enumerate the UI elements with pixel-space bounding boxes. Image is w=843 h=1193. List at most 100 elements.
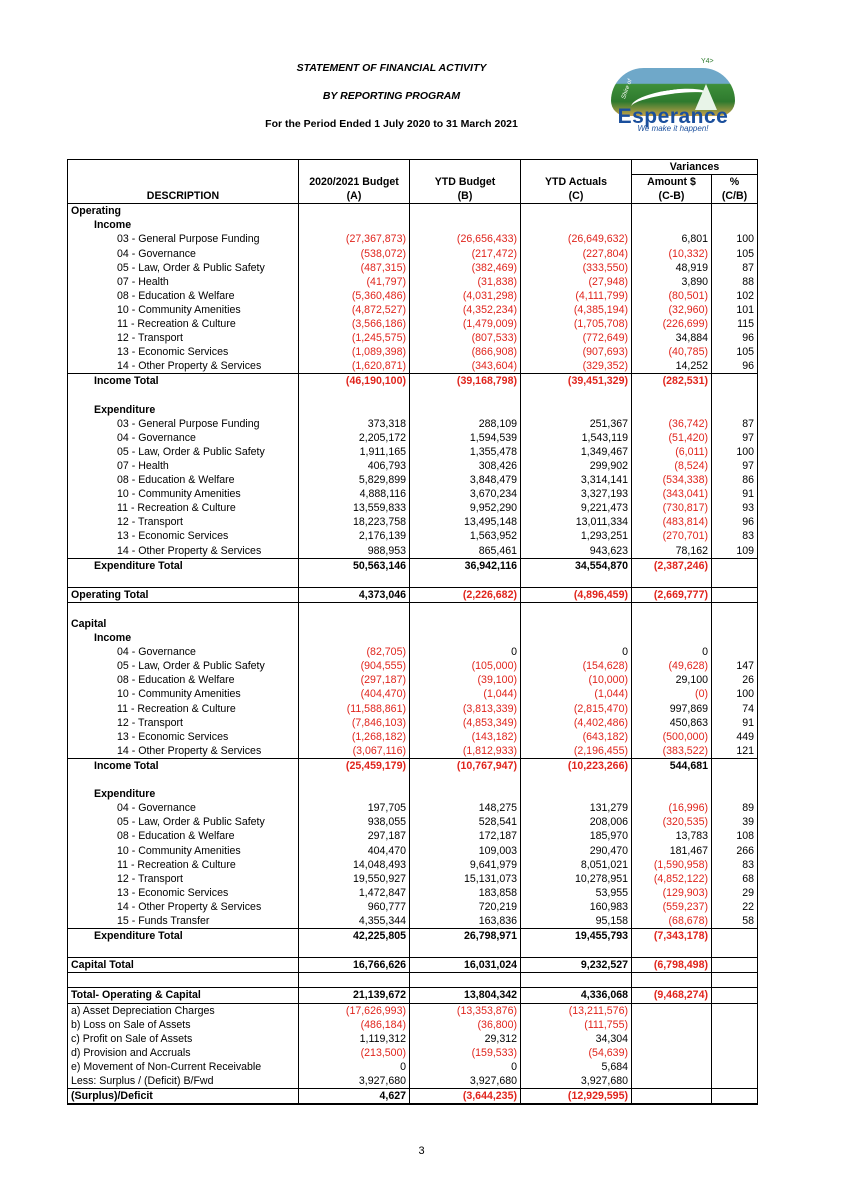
row-label: 14 - Other Property & Services: [67, 743, 299, 759]
table-row: Less: Surplus / (Deficit) B/Fwd 3,927,680…: [67, 1074, 758, 1089]
variance-pct-cell: 121: [711, 743, 758, 759]
budget-cell: 4,373,046: [298, 586, 410, 603]
ytd-budget-cell: 172,187: [409, 829, 521, 844]
ytd-actuals-cell: 160,983: [520, 899, 632, 914]
ytd-budget-cell: (10,767,947): [409, 757, 521, 774]
ytd-actuals-cell: 943,623: [520, 543, 632, 559]
col-pct-ref: (C/B): [711, 189, 758, 205]
variance-amount-cell: 544,681: [631, 757, 712, 774]
table-row: Expenditure: [67, 402, 758, 417]
table-row: 11 - Recreation & Culture (11,588,861) (3,…: [67, 701, 758, 716]
variance-amount-cell: (4,852,122): [631, 871, 712, 886]
variance-pct-cell: [711, 972, 758, 988]
variance-pct-cell: 68: [711, 871, 758, 886]
table-row: Income: [67, 631, 758, 646]
budget-cell: 4,888,116: [298, 487, 410, 502]
row-label: 03 - General Purpose Funding: [67, 416, 299, 431]
ytd-budget-cell: 1,355,478: [409, 444, 521, 459]
table-row: 12 - Transport (7,846,103) (4,853,349) (4,4…: [67, 715, 758, 730]
row-label: Capital: [67, 617, 299, 632]
page-number: 3: [418, 1145, 425, 1157]
ytd-actuals-cell: 251,367: [520, 416, 632, 431]
budget-cell: (82,705): [298, 645, 410, 660]
ytd-budget-cell: (31,838): [409, 274, 521, 289]
ytd-actuals-cell: 299,902: [520, 458, 632, 474]
budget-cell: 21,139,672: [298, 987, 410, 1004]
variance-amount-cell: (7,343,178): [631, 928, 712, 944]
ytd-budget-cell: (105,000): [409, 659, 521, 674]
ytd-actuals-cell: [520, 787, 632, 802]
header-row-variances: Variances: [67, 158, 758, 176]
budget-cell: (213,500): [298, 1045, 410, 1060]
budget-cell: 960,777: [298, 899, 410, 914]
variance-pct-cell: [711, 218, 758, 233]
variance-amount-cell: 450,863: [631, 715, 712, 730]
variance-pct-cell: [711, 1031, 758, 1046]
ytd-actuals-cell: 8,051,021: [520, 857, 632, 872]
budget-cell: 16,766,626: [298, 957, 410, 974]
variance-pct-cell: 91: [711, 715, 758, 730]
ytd-budget-cell: (159,533): [409, 1045, 521, 1060]
variance-pct-cell: 39: [711, 815, 758, 830]
ytd-budget-cell: [409, 972, 521, 988]
col-budget: 2020/2021 Budget: [298, 174, 410, 190]
row-label: 14 - Other Property & Services: [67, 543, 299, 559]
variance-amount-cell: (2,669,777): [631, 586, 712, 603]
ytd-budget-cell: 148,275: [409, 801, 521, 816]
ytd-actuals-cell: (12,929,595): [520, 1088, 632, 1106]
budget-cell: (297,187): [298, 673, 410, 688]
table-row: Income: [67, 218, 758, 233]
row-label: d) Provision and Accruals: [67, 1045, 299, 1060]
row-label: Operating: [67, 203, 299, 219]
logo-mark: Y4>: [701, 58, 714, 65]
row-label: c) Profit on Sale of Assets: [67, 1031, 299, 1046]
variance-amount-cell: [631, 773, 712, 788]
budget-cell: 2,176,139: [298, 529, 410, 544]
ytd-actuals-cell: 3,927,680: [520, 1074, 632, 1089]
ytd-budget-cell: (39,168,798): [409, 373, 521, 389]
budget-cell: 404,470: [298, 843, 410, 858]
variance-amount-cell: (500,000): [631, 729, 712, 744]
variance-amount-cell: (129,903): [631, 885, 712, 900]
table-body: Operating Income 03 - General Purpose Fund…: [67, 203, 758, 1106]
budget-cell: [298, 572, 410, 588]
variance-amount-cell: [631, 1074, 712, 1089]
row-label: 13 - Economic Services: [67, 345, 299, 360]
variance-amount-cell: (8,524): [631, 458, 712, 474]
table-row: [67, 943, 758, 958]
variance-pct-cell: 147: [711, 659, 758, 674]
table-row: 13 - Economic Services (1,089,398) (866,90…: [67, 345, 758, 360]
variance-amount-cell: (559,237): [631, 899, 712, 914]
variance-amount-cell: (730,817): [631, 501, 712, 516]
budget-cell: 5,829,899: [298, 473, 410, 488]
table-row: Income Total (25,459,179) (10,767,947) (10,…: [67, 757, 758, 774]
ytd-budget-cell: [409, 203, 521, 219]
table-row: a) Asset Depreciation Charges (17,626,993…: [67, 1003, 758, 1018]
table-row: [67, 572, 758, 588]
ytd-budget-cell: 16,031,024: [409, 957, 521, 974]
row-label: 08 - Education & Welfare: [67, 288, 299, 303]
budget-cell: 4,355,344: [298, 913, 410, 929]
variance-pct-cell: [711, 388, 758, 403]
ytd-budget-cell: 3,927,680: [409, 1074, 521, 1089]
ytd-budget-cell: (807,533): [409, 331, 521, 346]
variance-amount-cell: [631, 631, 712, 646]
budget-cell: (5,360,486): [298, 288, 410, 303]
variance-amount-cell: 29,100: [631, 673, 712, 688]
variance-pct-cell: 102: [711, 288, 758, 303]
variance-pct-cell: 22: [711, 899, 758, 914]
ytd-actuals-cell: 34,304: [520, 1031, 632, 1046]
variance-amount-cell: [631, 972, 712, 988]
col-description: DESCRIPTION: [67, 189, 299, 205]
ytd-budget-cell: 15,131,073: [409, 871, 521, 886]
ytd-actuals-cell: 0: [520, 645, 632, 660]
ytd-actuals-cell: (329,352): [520, 359, 632, 374]
table-row: 10 - Community Amenities (4,872,527) (4,35…: [67, 302, 758, 318]
table-row: 14 - Other Property & Services (1,620,871…: [67, 359, 758, 374]
ytd-actuals-cell: (2,815,470): [520, 701, 632, 716]
variance-pct-cell: [711, 1017, 758, 1032]
col-budget-ref: (A): [298, 189, 410, 205]
budget-cell: (487,315): [298, 260, 410, 275]
ytd-budget-cell: 13,495,148: [409, 515, 521, 530]
variance-pct-cell: 105: [711, 246, 758, 261]
